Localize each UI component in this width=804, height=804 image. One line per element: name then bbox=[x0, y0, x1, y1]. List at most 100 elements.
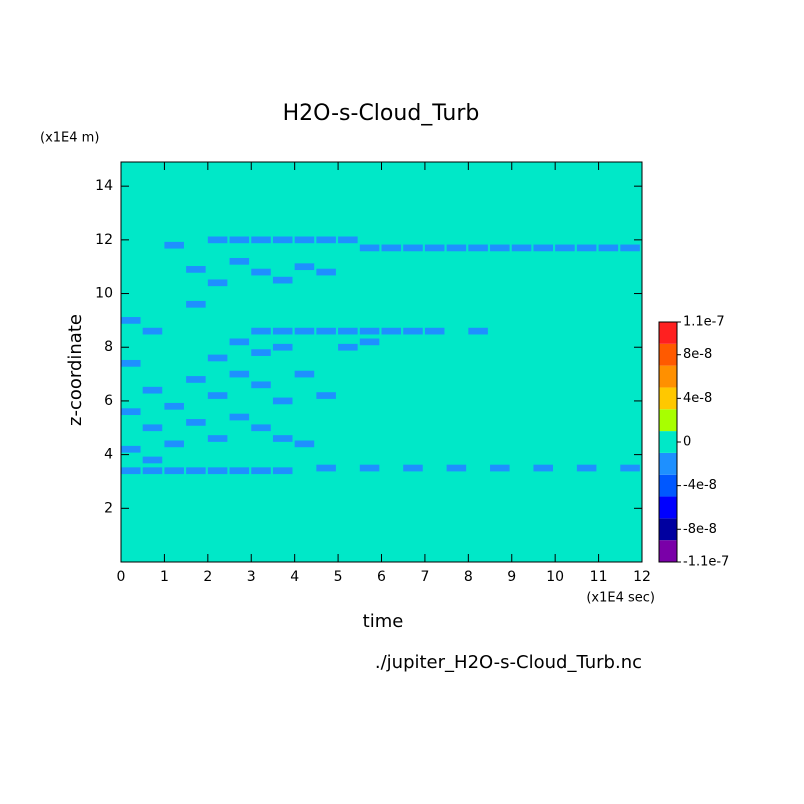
heatmap-cell bbox=[316, 268, 336, 276]
heatmap-cell bbox=[142, 386, 163, 394]
heatmap-cell bbox=[251, 327, 271, 335]
heatmap-cell bbox=[555, 244, 575, 252]
heatmap-cell bbox=[446, 244, 467, 252]
x-tick-label: 0 bbox=[117, 569, 126, 585]
colorbar-tick-label: 0 bbox=[683, 435, 691, 450]
heatmap-cell bbox=[272, 435, 293, 442]
heatmap-cell bbox=[620, 464, 640, 472]
x-tick-label: 1 bbox=[160, 569, 169, 585]
heatmap-cell bbox=[576, 244, 597, 252]
heatmap-cell bbox=[272, 397, 293, 405]
heatmap-cell bbox=[294, 440, 315, 448]
heatmap-cell bbox=[142, 424, 163, 432]
heatmap-cell bbox=[186, 467, 206, 475]
heatmap-cell bbox=[359, 464, 380, 472]
x-tick-label: 5 bbox=[334, 569, 343, 585]
heatmap-cell bbox=[294, 263, 315, 271]
heatmap-cell bbox=[316, 464, 336, 472]
heatmap-cell bbox=[598, 244, 619, 252]
heatmap-cell bbox=[207, 354, 228, 362]
heatmap-cell bbox=[229, 236, 250, 244]
heatmap-cell bbox=[294, 370, 315, 378]
heatmap-cell bbox=[424, 244, 445, 252]
x-axis-label: time bbox=[363, 611, 404, 632]
heatmap-cell bbox=[164, 440, 184, 448]
heatmap-cell bbox=[186, 300, 206, 308]
heatmap-cell bbox=[294, 327, 315, 335]
heatmap-cell bbox=[272, 276, 293, 284]
heatmap-cell bbox=[424, 327, 445, 335]
source-file: ./jupiter_H2O-s-Cloud_Turb.nc bbox=[375, 652, 642, 673]
heatmap-cell bbox=[620, 244, 640, 252]
colorbar-band bbox=[659, 409, 677, 432]
x-tick-label: 8 bbox=[464, 569, 473, 585]
colorbar-band bbox=[659, 518, 677, 541]
heatmap-cell bbox=[229, 370, 250, 378]
x-tick-label: 10 bbox=[546, 569, 564, 585]
heatmap-cell bbox=[164, 241, 184, 249]
y-tick-label: 14 bbox=[95, 178, 113, 194]
y-axis-label: z-coordinate bbox=[65, 314, 86, 426]
heatmap-cell bbox=[338, 327, 358, 335]
heatmap-cell bbox=[359, 327, 380, 335]
heatmap-cell bbox=[121, 359, 141, 367]
heatmap-cell bbox=[359, 338, 380, 346]
heatmap-cell bbox=[121, 408, 141, 416]
y-tick-label: 6 bbox=[104, 393, 113, 409]
colorbar-band bbox=[659, 496, 677, 519]
x-tick-label: 7 bbox=[420, 569, 429, 585]
heatmap-cell bbox=[381, 327, 402, 335]
heatmap-cell bbox=[229, 467, 250, 475]
heatmap-cell bbox=[186, 376, 206, 383]
heatmap-cell bbox=[121, 317, 141, 324]
heatmap-cell bbox=[490, 464, 510, 472]
heatmap-cell bbox=[164, 402, 184, 410]
colorbar-band bbox=[659, 540, 677, 562]
x-tick-label: 11 bbox=[590, 569, 608, 585]
heatmap-cell bbox=[533, 464, 553, 472]
x-tick-label: 2 bbox=[203, 569, 212, 585]
heatmap-cell bbox=[294, 236, 315, 244]
heatmap-cell bbox=[359, 244, 380, 252]
x-unit: (x1E4 sec) bbox=[586, 591, 655, 606]
y-tick-label: 10 bbox=[95, 286, 113, 302]
heatmap-cell bbox=[468, 327, 488, 335]
x-tick-label: 12 bbox=[633, 569, 651, 585]
chart-title: H2O-s-Cloud_Turb bbox=[283, 101, 480, 126]
heatmap-cell bbox=[164, 467, 184, 475]
heatmap-cell bbox=[121, 445, 141, 453]
heatmap-cell bbox=[403, 327, 423, 335]
heatmap-cell bbox=[142, 467, 163, 475]
heatmap-cell bbox=[207, 467, 228, 475]
x-tick-label: 6 bbox=[377, 569, 386, 585]
heatmap-cell bbox=[533, 244, 553, 252]
colorbar-tick-label: 1.1e-7 bbox=[683, 315, 725, 330]
x-tick-label: 9 bbox=[507, 569, 516, 585]
heatmap-cell bbox=[316, 236, 336, 244]
heatmap-cell bbox=[381, 244, 402, 252]
heatmap-cell bbox=[403, 464, 423, 472]
colorbar-band bbox=[659, 365, 677, 388]
heatmap-cell bbox=[316, 327, 336, 335]
heatmap-cell bbox=[251, 467, 271, 475]
heatmap-cell bbox=[251, 349, 271, 356]
heatmap-cell bbox=[338, 343, 358, 351]
colorbar-tick-label: -4e-8 bbox=[683, 478, 717, 493]
y-tick-label: 2 bbox=[104, 500, 113, 516]
heatmap-cell bbox=[142, 456, 163, 464]
heatmap-cell bbox=[338, 236, 358, 244]
heatmap-cell bbox=[272, 343, 293, 351]
heatmap-cell bbox=[207, 279, 228, 287]
heatmap-cell bbox=[251, 424, 271, 432]
x-tick-label: 4 bbox=[290, 569, 299, 585]
heatmap-cell bbox=[229, 413, 250, 421]
y-tick-label: 12 bbox=[95, 232, 113, 248]
heatmap-cell bbox=[316, 392, 336, 399]
y-tick-label: 4 bbox=[104, 447, 113, 463]
heatmap-cell bbox=[272, 467, 293, 475]
colorbar-band bbox=[659, 322, 677, 344]
heatmap-cell bbox=[207, 392, 228, 399]
heatmap-cell bbox=[186, 266, 206, 273]
heatmap-cell bbox=[446, 464, 467, 472]
